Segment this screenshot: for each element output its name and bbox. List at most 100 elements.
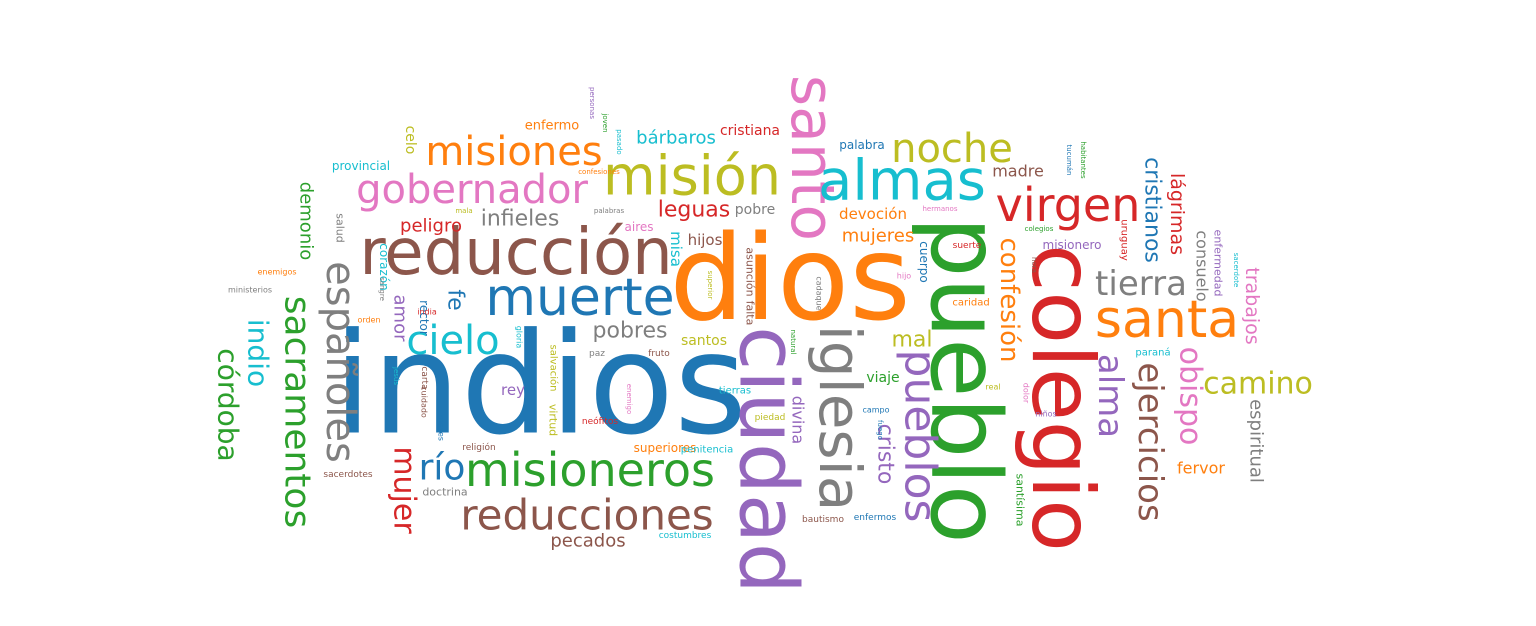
cloud-word: confesiones [578, 168, 620, 176]
cloud-word: leguas [658, 198, 731, 223]
cloud-word: superiores [634, 441, 697, 455]
cloud-word: peligro [400, 216, 462, 237]
cloud-word: pobres [593, 319, 668, 344]
cloud-word: bautismo [802, 515, 844, 525]
cloud-word: córdoba [212, 348, 245, 461]
cloud-word: indio [242, 319, 275, 387]
cloud-word: pasado [615, 129, 623, 154]
cloud-word: cristo [873, 424, 898, 485]
cloud-word: provincial [332, 159, 390, 173]
cloud-word: colegios [1025, 225, 1054, 233]
cloud-word: hijo [897, 272, 912, 281]
cloud-word: cielo [406, 318, 499, 364]
cloud-word: enfermedad [1212, 230, 1225, 297]
cloud-word: niños [1035, 410, 1056, 419]
cloud-word: fruto [648, 349, 670, 359]
cloud-word: joven [601, 112, 609, 132]
cloud-word: india [417, 308, 437, 317]
cloud-word: asunción [744, 247, 757, 296]
cloud-word: superior [706, 271, 714, 300]
cloud-word: tierras [719, 386, 751, 397]
cloud-word: rector [417, 300, 431, 336]
cloud-word: real [985, 383, 1000, 392]
cloud-word: hermanos [923, 205, 958, 213]
cloud-word: mujeres [842, 226, 914, 247]
cloud-word: lágrimas [1166, 173, 1188, 255]
cloud-word: caridad [952, 298, 989, 309]
cloud-word: pueblos [895, 350, 946, 523]
cloud-word: natural [789, 329, 797, 354]
cloud-word: fuego [876, 420, 884, 440]
cloud-word: misa [667, 231, 685, 267]
cloud-word: almas [818, 149, 986, 214]
cloud-word: santa [1095, 290, 1239, 350]
cloud-word: fervor [1177, 459, 1225, 478]
cloud-word: penitencia [681, 445, 733, 456]
cloud-word: españoles [317, 261, 363, 463]
cloud-word: bárbaros [636, 128, 716, 149]
cloud-word: sacerdotes [323, 470, 373, 480]
cloud-word: cristianos [1140, 157, 1165, 263]
cloud-word: mala [455, 207, 472, 215]
cloud-word: ejercicios [1130, 362, 1170, 521]
cloud-word: fe [443, 289, 468, 310]
cloud-word: costumbres [659, 531, 712, 541]
cloud-word: pueblo [909, 216, 1021, 543]
cloud-word: paraná [1135, 347, 1170, 359]
cloud-word: santísima [1014, 473, 1027, 526]
cloud-word: corazón [377, 243, 391, 290]
cloud-word: celo [402, 126, 418, 155]
cloud-word: espiritual [1246, 399, 1267, 483]
cloud-word: misioneros [465, 443, 715, 497]
cloud-word: ministerios [228, 286, 272, 295]
cloud-word: cristiana [720, 123, 780, 139]
cloud-word: demonio [296, 182, 317, 260]
cloud-word: piedad [755, 413, 786, 423]
cloud-word: tierra [1095, 264, 1187, 304]
cloud-word: religión [462, 442, 495, 453]
cloud-word: salvación [548, 345, 560, 392]
cloud-word: habitantes [1079, 141, 1087, 179]
cloud-word: indios [333, 304, 747, 467]
cloud-word: santos [681, 333, 727, 349]
cloud-word: paz [589, 349, 605, 359]
cloud-word: palabra [839, 138, 885, 152]
cloud-word: cada [815, 276, 824, 295]
cloud-word: misión [603, 145, 781, 208]
cloud-word: neófitos [582, 416, 618, 427]
cloud-word: doctrina [422, 486, 467, 499]
cloud-word: cuerpo [917, 241, 931, 282]
cloud-word: orden [357, 316, 380, 325]
cloud-word: obispo [1173, 347, 1208, 446]
cloud-word: uruguay [1119, 219, 1130, 261]
cloud-word: camino [1203, 367, 1313, 402]
cloud-word: trabajos [1241, 267, 1263, 344]
cloud-word: sangre [378, 277, 386, 301]
cloud-word: cuidado [420, 386, 429, 418]
cloud-word: alma [1090, 354, 1130, 438]
cloud-word: virtud [547, 404, 560, 436]
cloud-word: mujer [387, 446, 422, 534]
cloud-word: misionero [1043, 238, 1102, 252]
cloud-word: aires [625, 220, 654, 234]
cloud-word: enemigo [625, 384, 633, 415]
cloud-word: tucumán [1065, 144, 1073, 175]
cloud-word: sacramentos [277, 296, 318, 528]
cloud-word: jesús [392, 366, 400, 385]
cloud-word: infieles [481, 207, 560, 232]
cloud-word: salud [334, 213, 347, 242]
cloud-word: divina [789, 396, 808, 444]
cloud-word: muerte [485, 268, 674, 328]
cloud-word: misiones [425, 129, 602, 175]
cloud-word: personas [588, 87, 596, 119]
cloud-word: enfermo [525, 119, 580, 134]
cloud-word: enemigos [257, 268, 296, 277]
cloud-word: sacerdote [1232, 253, 1240, 288]
cloud-word: palabras [594, 207, 625, 215]
cloud-word: pecados [550, 531, 625, 552]
cloud-word: devoción [839, 205, 907, 223]
cloud-word: viaje [866, 370, 899, 386]
cloud-word: reducción [359, 216, 672, 290]
cloud-word: amor [390, 295, 411, 343]
